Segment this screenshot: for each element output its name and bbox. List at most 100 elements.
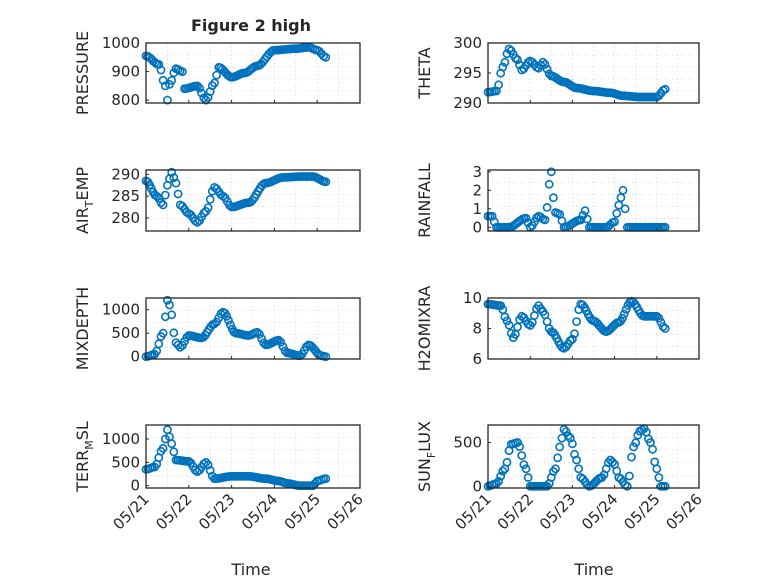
data-point xyxy=(504,44,514,54)
y-axis-label: THETA xyxy=(415,47,434,99)
data-point xyxy=(496,471,506,481)
y-tick-label: 500 xyxy=(111,453,140,471)
data-point xyxy=(538,57,548,67)
y-axis-label: H2OMIXRA xyxy=(415,286,434,372)
data-point xyxy=(619,309,629,319)
data-point xyxy=(618,185,628,195)
y-tick-label: 10 xyxy=(463,289,482,307)
data-point xyxy=(173,340,183,350)
data-point xyxy=(580,206,590,216)
axes-box xyxy=(487,424,700,489)
x-tick-label: 05/23 xyxy=(195,490,238,533)
data-point xyxy=(527,57,537,67)
data-point xyxy=(491,479,501,488)
data-point xyxy=(274,335,284,345)
data-point xyxy=(654,473,664,482)
y-tick-label: 6 xyxy=(472,350,482,368)
x-tick-label: 05/25 xyxy=(281,490,324,533)
y-tick-label: 300 xyxy=(453,34,482,52)
data-point xyxy=(621,305,631,314)
data-point xyxy=(582,214,592,224)
subplot-5: 0 500 1000 MIXDEPTH xyxy=(73,287,361,370)
data-point xyxy=(650,457,660,467)
data-point xyxy=(254,329,264,339)
data-point xyxy=(158,443,168,453)
subplot-1: 800 900 1000 PRESSURE xyxy=(73,31,361,115)
data-point xyxy=(521,464,531,474)
data-point xyxy=(502,457,512,467)
y-tick-label: 280 xyxy=(111,209,140,227)
data-point xyxy=(192,81,202,91)
data-point xyxy=(158,200,168,210)
x-tick-label: 05/24 xyxy=(578,490,621,533)
axes-box xyxy=(145,42,361,104)
data-point xyxy=(546,167,556,177)
data-point xyxy=(321,474,331,484)
subplot-3: 280 285 290 AIRTEMP xyxy=(73,165,361,234)
data-point xyxy=(167,439,177,449)
x-tick-label: 05/21 xyxy=(452,490,495,533)
data-point xyxy=(500,57,510,67)
data-point xyxy=(199,208,209,218)
x-axis-label-right: Time xyxy=(573,560,613,579)
y-axis-label: PRESSURE xyxy=(73,31,92,115)
data-point xyxy=(225,320,235,330)
data-point xyxy=(321,352,331,362)
data-point xyxy=(660,481,670,491)
data-point xyxy=(156,198,166,207)
data-point xyxy=(498,466,508,476)
data-point xyxy=(169,447,179,457)
data-point xyxy=(224,315,233,325)
data-point xyxy=(551,464,560,474)
data-point xyxy=(162,95,172,105)
data-point xyxy=(175,342,185,352)
data-point xyxy=(199,93,209,103)
data-point xyxy=(631,438,641,448)
data-point xyxy=(511,53,520,63)
data-point xyxy=(563,431,573,441)
data-point xyxy=(559,424,569,434)
data-point xyxy=(278,342,288,351)
y-axis-label: SUNFLUX xyxy=(415,421,438,492)
x-tick-label: 05/21 xyxy=(110,490,153,533)
x-tick-label: 05/25 xyxy=(620,490,663,533)
x-axis-label-left: Time xyxy=(230,560,270,579)
data-point xyxy=(660,324,670,333)
y-axis-label: MIXDEPTH xyxy=(73,287,92,370)
y-axis-label: TERRMSL xyxy=(73,421,96,493)
data-point xyxy=(160,81,170,91)
data-point xyxy=(612,208,622,218)
data-point xyxy=(498,62,508,72)
data-point xyxy=(654,313,664,323)
data-point xyxy=(257,334,266,343)
data-point xyxy=(570,329,579,339)
data-point xyxy=(627,452,636,462)
data-point xyxy=(648,444,657,454)
data-point xyxy=(169,173,179,182)
figure-title: Figure 2 high xyxy=(191,16,311,35)
data-point xyxy=(568,334,577,344)
y-tick-label: 1 xyxy=(472,200,482,218)
data-point xyxy=(608,457,617,467)
data-point xyxy=(572,455,581,465)
data-point xyxy=(572,317,581,326)
y-tick-label: 0 xyxy=(130,477,140,495)
data-point xyxy=(167,167,177,177)
data-point xyxy=(656,317,666,327)
data-point xyxy=(205,194,215,204)
y-tick-label: 2 xyxy=(472,181,482,199)
data-point xyxy=(195,83,204,93)
axes-box xyxy=(145,169,361,232)
data-point xyxy=(165,300,174,310)
data-point xyxy=(502,316,512,326)
axes-box xyxy=(487,297,700,360)
data-point xyxy=(212,70,221,80)
data-point xyxy=(555,442,565,452)
y-axis-label: RAINFALL xyxy=(415,163,434,238)
data-point xyxy=(167,310,177,320)
data-point xyxy=(620,204,630,214)
x-tick-label: 05/23 xyxy=(536,490,579,533)
data-point xyxy=(513,322,522,332)
